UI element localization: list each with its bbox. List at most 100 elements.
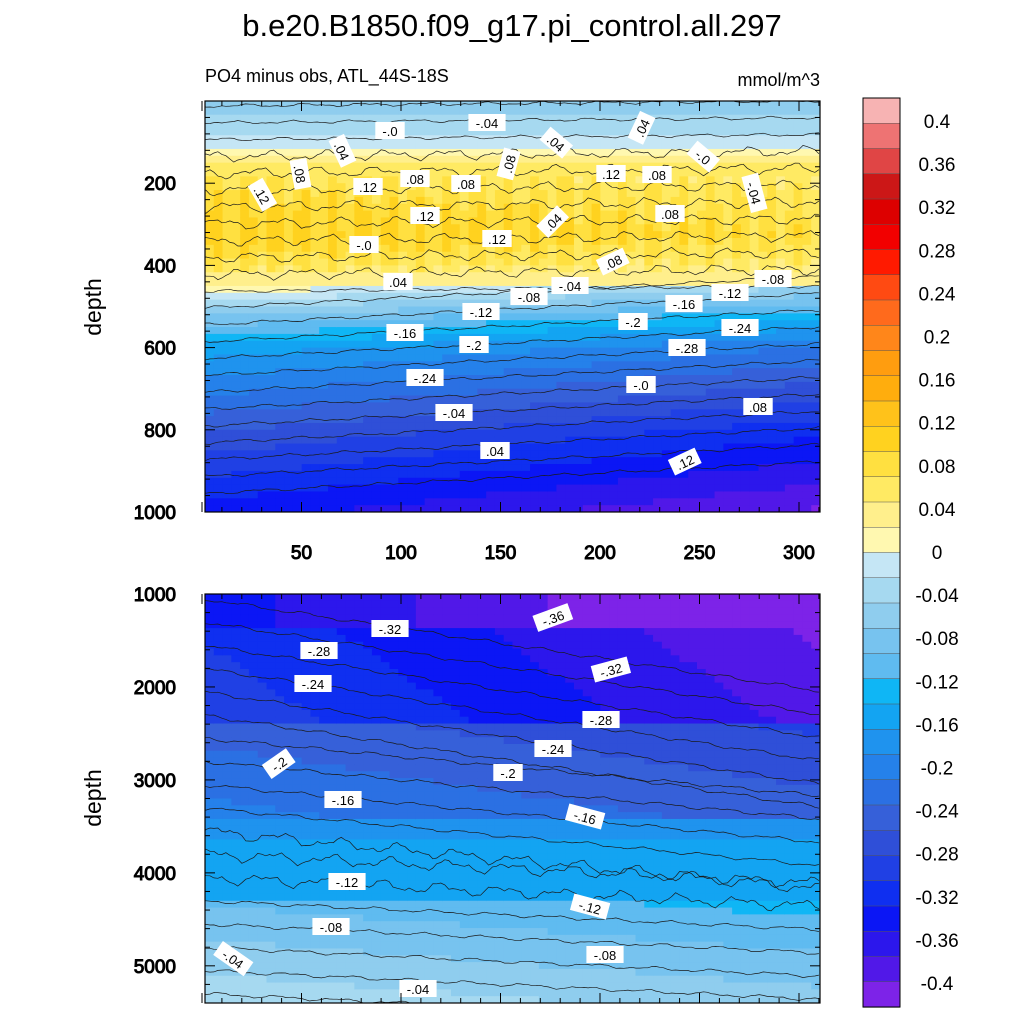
field-cell <box>240 327 250 335</box>
field-cell <box>494 292 505 301</box>
field-cell <box>530 306 540 314</box>
field-cell <box>784 347 795 356</box>
field-cell <box>486 176 496 184</box>
field-cell <box>240 484 250 493</box>
field-cell <box>389 142 399 150</box>
field-cell <box>451 313 461 321</box>
field-cell <box>530 381 540 390</box>
field-cell <box>257 238 268 246</box>
field-cell <box>679 285 689 294</box>
field-cell <box>714 470 724 479</box>
field-cell <box>723 388 733 397</box>
field-cell <box>486 196 496 205</box>
field-cell <box>653 491 663 499</box>
field-cell <box>574 422 584 431</box>
field-cell <box>213 148 224 157</box>
field-cell <box>582 224 593 232</box>
field-cell <box>336 395 347 403</box>
field-cell <box>679 265 689 273</box>
field-cell <box>758 505 768 512</box>
field-cell <box>301 190 312 198</box>
field-cell <box>749 450 760 458</box>
field-cell <box>248 975 259 984</box>
field-cell <box>732 272 742 280</box>
field-cell <box>740 450 751 458</box>
field-cell <box>459 395 470 403</box>
field-cell <box>626 279 637 287</box>
field-cell <box>371 470 382 479</box>
field-cell <box>222 873 232 881</box>
field-cell <box>205 231 215 239</box>
field-cell <box>284 771 294 779</box>
field-cell <box>354 333 364 342</box>
field-cell <box>248 934 259 943</box>
field-cell <box>600 292 610 301</box>
field-cell <box>547 395 558 403</box>
field-cell <box>248 340 259 349</box>
field-cell <box>275 791 285 800</box>
field-cell <box>328 231 338 239</box>
field-cell <box>530 395 540 403</box>
field-cell <box>240 361 250 369</box>
field-cell <box>205 853 215 861</box>
field-cell <box>521 142 531 150</box>
field-cell <box>556 196 566 205</box>
field-cell <box>205 258 215 266</box>
field-cell <box>626 416 637 424</box>
field-cell <box>310 477 320 486</box>
field-cell <box>732 505 742 512</box>
field-cell <box>740 196 751 205</box>
field-cell <box>811 121 820 129</box>
field-cell <box>609 457 619 465</box>
field-cell <box>697 395 707 403</box>
field-cell <box>679 272 689 280</box>
field-cell <box>222 757 232 766</box>
field-cell <box>714 210 724 219</box>
field-cell <box>222 107 232 116</box>
field-cell <box>222 491 232 499</box>
field-cell <box>802 470 812 479</box>
field-cell <box>222 798 232 806</box>
field-cell <box>653 388 663 397</box>
field-cell <box>600 148 610 157</box>
field-cell <box>802 258 812 266</box>
field-cell <box>617 265 628 273</box>
field-cell <box>661 327 672 335</box>
field-cell <box>284 114 294 123</box>
field-cell <box>705 128 716 136</box>
field-cell <box>442 464 452 472</box>
field-cell <box>468 285 478 294</box>
field-cell <box>758 121 768 129</box>
field-cell <box>477 375 487 383</box>
field-cell <box>380 244 391 253</box>
field-cell <box>626 464 637 472</box>
field-cell <box>609 395 619 403</box>
field-cell <box>732 190 742 198</box>
field-cell <box>424 320 435 328</box>
field-cell <box>451 470 461 479</box>
field-cell <box>767 340 777 349</box>
field-cell <box>398 443 408 451</box>
field-cell <box>275 648 285 656</box>
field-cell <box>275 135 285 143</box>
field-cell <box>723 416 733 424</box>
field-cell <box>284 996 294 1003</box>
field-cell <box>459 450 470 458</box>
field-cell <box>222 183 232 191</box>
field-cell <box>257 928 268 936</box>
field-cell <box>257 771 268 779</box>
field-cell <box>451 333 461 342</box>
field-cell <box>363 402 373 410</box>
field-cell <box>626 484 637 493</box>
field-cell <box>670 107 681 116</box>
field-cell <box>811 114 820 123</box>
field-cell <box>600 381 610 390</box>
field-cell <box>398 470 408 479</box>
y-tick-label: 1000 <box>134 503 176 524</box>
field-cell <box>565 107 575 116</box>
field-cell <box>284 668 294 677</box>
field-cell <box>266 750 276 759</box>
field-cell <box>231 121 241 129</box>
field-cell <box>758 114 768 123</box>
field-cell <box>284 798 294 806</box>
